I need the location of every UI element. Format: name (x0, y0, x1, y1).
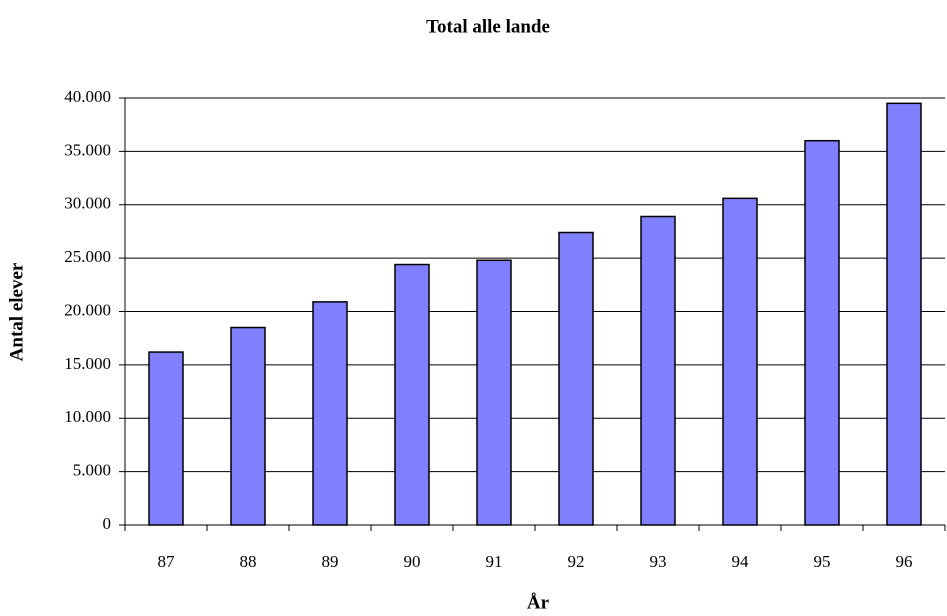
x-tick-label: 92 (568, 552, 585, 571)
chart-title: Total alle lande (426, 16, 550, 37)
y-tick-label: 25.000 (64, 247, 111, 266)
x-tick-label: 93 (650, 552, 667, 571)
x-tick-label: 88 (240, 552, 257, 571)
bar (722, 197, 758, 526)
x-axis-label: År (527, 592, 550, 613)
y-tick-label: 15.000 (64, 354, 111, 373)
bar (394, 263, 430, 526)
bar (558, 231, 594, 526)
y-tick-label: 5.000 (73, 461, 111, 480)
y-tick-label: 40.000 (64, 87, 111, 106)
x-tick-label: 96 (896, 552, 913, 571)
y-tick-label: 10.000 (64, 407, 111, 426)
bar (640, 215, 676, 526)
y-tick-label: 0 (103, 514, 112, 533)
x-tick-label: 87 (158, 552, 176, 571)
bar (804, 139, 840, 526)
y-axis-label: Antal elever (6, 262, 27, 361)
bar (230, 326, 266, 526)
bar (476, 259, 512, 526)
bar (886, 102, 922, 526)
x-tick-label: 91 (486, 552, 503, 571)
x-tick-label: 90 (404, 552, 421, 571)
x-tick-label: 94 (732, 552, 750, 571)
bar (148, 351, 184, 526)
x-tick-label: 89 (322, 552, 339, 571)
bar (312, 301, 348, 526)
y-tick-label: 30.000 (64, 194, 111, 213)
y-tick-label: 20.000 (64, 300, 111, 319)
y-tick-label: 35.000 (64, 140, 111, 159)
x-tick-label: 95 (814, 552, 831, 571)
